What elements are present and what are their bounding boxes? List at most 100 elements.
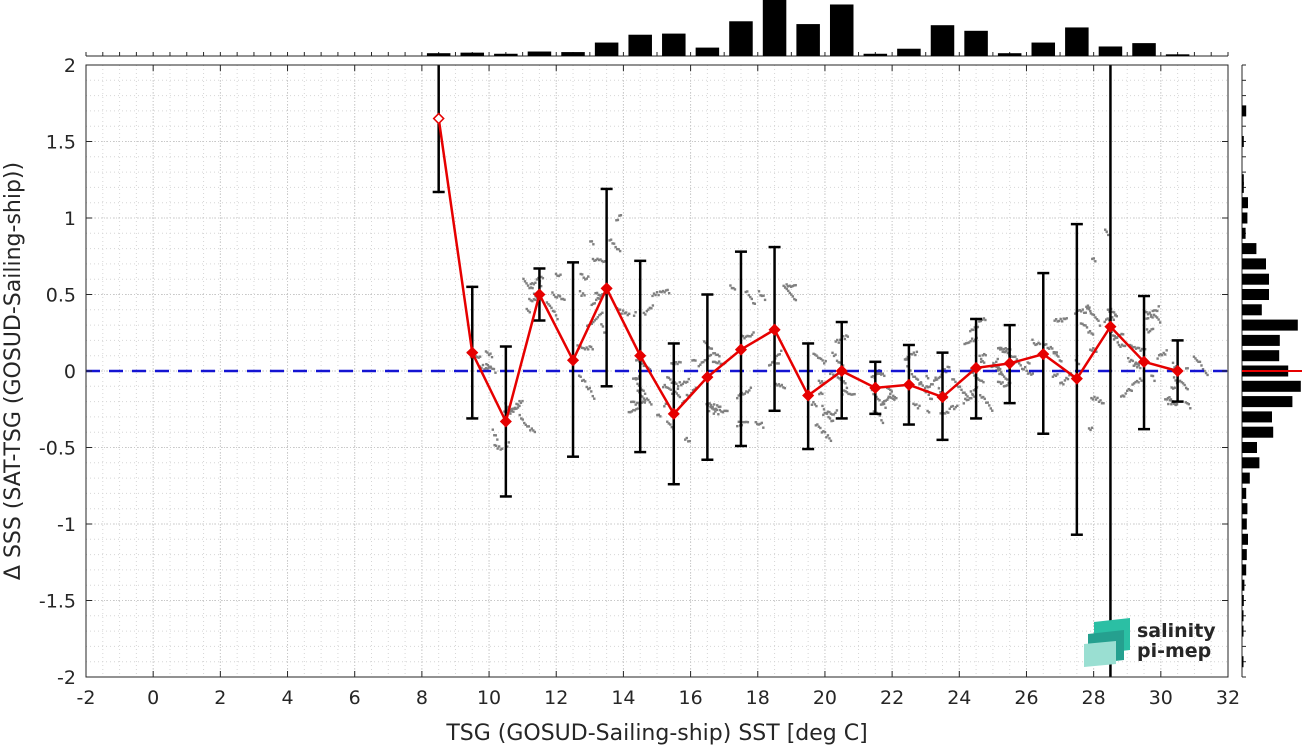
scatter-point [1092, 257, 1096, 260]
scatter-point [1166, 396, 1170, 400]
scatter-point [1192, 355, 1196, 358]
scatter-point [960, 388, 963, 391]
right-histogram-bar [1242, 396, 1293, 408]
scatter-point [633, 377, 636, 380]
scatter-point [1049, 345, 1052, 349]
scatter-point [743, 337, 746, 340]
scatter-point [1174, 365, 1178, 368]
scatter-point [1100, 402, 1104, 405]
scatter-point [967, 398, 970, 402]
logo-text-salinity: salinity [1137, 620, 1216, 642]
scatter-point [1066, 377, 1070, 381]
scatter-point [475, 355, 479, 359]
right-histogram-bar [1242, 212, 1248, 224]
x-tick-label: 28 [1082, 687, 1106, 709]
scatter-point [785, 283, 788, 286]
top-histogram-bar [796, 24, 820, 56]
scatter-point [590, 390, 593, 393]
scatter-point [600, 323, 603, 326]
binned-mean-markers [432, 112, 1184, 428]
scatter-point [880, 373, 883, 376]
scatter-point [1035, 342, 1039, 346]
scatter-point [642, 389, 645, 392]
right-histogram-bar [1242, 135, 1244, 148]
scatter-point [1131, 346, 1135, 349]
scatter-point [1181, 382, 1185, 385]
scatter-point [1119, 395, 1123, 398]
scatter-point [929, 383, 933, 386]
scatter-point [980, 396, 983, 399]
scatter-point [1137, 362, 1140, 365]
scatter-point [748, 389, 751, 392]
mean-marker [533, 288, 546, 301]
scatter-point [474, 354, 477, 358]
scatter-point [1056, 373, 1059, 376]
scatter-point [524, 423, 527, 426]
scatter-point [1187, 403, 1191, 406]
scatter-point [617, 308, 620, 311]
scatter-point [677, 384, 680, 388]
scatter-point [1060, 360, 1063, 363]
x-tick-label: 8 [416, 687, 428, 709]
scatter-point [1165, 398, 1168, 401]
scatter-point [713, 352, 717, 355]
scatter-point [813, 403, 817, 406]
scatter-point [996, 380, 1000, 384]
scatter-point [828, 437, 831, 440]
scatter-point [845, 386, 849, 390]
scatter-point [981, 354, 984, 357]
scatter-point [556, 317, 559, 321]
scatter-point [822, 362, 826, 365]
scatter-point [1002, 385, 1006, 388]
scatter-point [611, 242, 614, 245]
right-histogram-bar [1242, 243, 1257, 255]
scatter-point [780, 383, 784, 387]
x-tick-label: 26 [1014, 687, 1038, 709]
scatter-point [971, 371, 975, 374]
scatter-point [579, 272, 582, 276]
scatter-point [518, 413, 521, 417]
scatter-point [645, 397, 649, 400]
scatter-point [699, 363, 702, 366]
scatter-point [494, 371, 497, 374]
scatter-point [762, 294, 765, 297]
scatter-point [1134, 361, 1137, 364]
scatter-point [951, 378, 954, 381]
scatter-point [712, 352, 715, 355]
scatter-point [1152, 313, 1156, 317]
scatter-point [1087, 331, 1090, 334]
scatter-point [636, 382, 639, 386]
y-axis-ticks: 2 1.5 1 0.5 0 -0.5 -1 -1.5 -2 [39, 55, 1228, 689]
scatter-point [1022, 368, 1025, 371]
scatter-point [640, 401, 643, 404]
scatter-point [958, 385, 962, 388]
scatter-point [648, 401, 652, 404]
scatter-point [593, 259, 596, 262]
scatter-point [628, 312, 631, 316]
scatter-point [643, 401, 647, 404]
scatter-point [881, 372, 884, 375]
scatter-point [741, 335, 745, 338]
scatter-point [554, 314, 558, 317]
scatter-point [1058, 359, 1062, 362]
scatter-point [882, 402, 886, 406]
scatter-point [494, 444, 498, 447]
scatter-point [963, 391, 966, 394]
scatter-point [1154, 315, 1157, 318]
scatter-point [950, 405, 953, 409]
scatter-point [1186, 388, 1189, 391]
scatter-point [1170, 386, 1173, 389]
x-tick-label: 12 [544, 687, 568, 709]
scatter-point [891, 397, 895, 400]
scatter-point [1005, 378, 1009, 381]
y-tick-label: 1 [64, 208, 76, 230]
scatter-point [686, 380, 689, 384]
scatter-point [879, 371, 882, 374]
scatter-point [587, 387, 590, 391]
scatter-point [1163, 353, 1167, 356]
scatter-point [730, 286, 734, 290]
right-histogram-bar [1242, 380, 1301, 392]
scatter-point [981, 360, 984, 363]
scatter-point [762, 426, 765, 429]
scatter-point [669, 378, 672, 381]
